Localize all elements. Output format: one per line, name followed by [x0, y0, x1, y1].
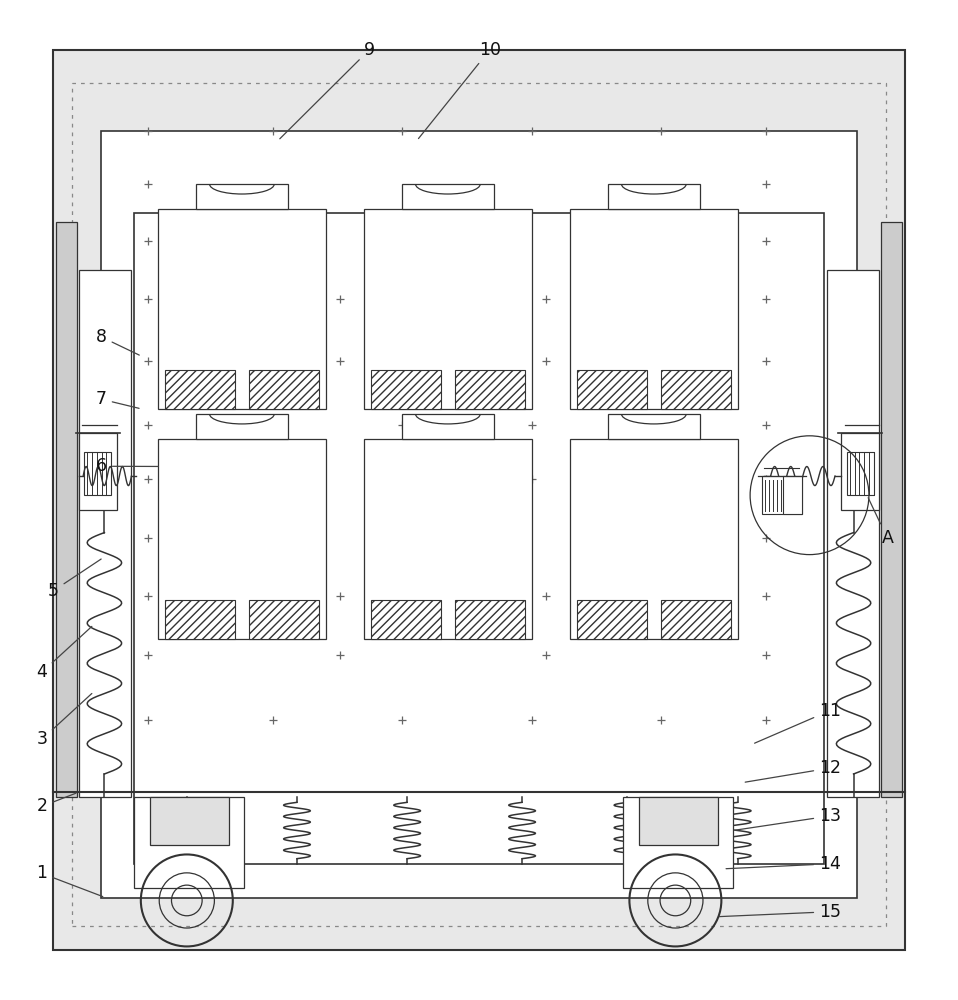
Bar — [762, 476, 802, 514]
Bar — [101, 131, 857, 898]
Text: A: A — [868, 498, 893, 547]
Bar — [827, 270, 879, 797]
Bar — [364, 209, 532, 409]
Bar — [607, 414, 700, 439]
Text: 8: 8 — [96, 328, 139, 355]
Bar — [639, 797, 718, 845]
Bar — [195, 414, 288, 439]
Bar — [401, 184, 494, 209]
Text: 5: 5 — [48, 559, 102, 600]
Bar — [623, 797, 733, 888]
Bar — [134, 213, 824, 864]
Bar — [84, 452, 111, 495]
Bar — [165, 600, 235, 639]
Bar — [847, 452, 874, 495]
Text: 12: 12 — [745, 759, 841, 782]
Bar — [661, 600, 731, 639]
Bar — [134, 797, 244, 888]
Text: 10: 10 — [419, 41, 501, 139]
Text: 7: 7 — [96, 390, 139, 408]
Bar — [570, 439, 738, 639]
Bar — [371, 370, 441, 409]
Bar — [371, 600, 441, 639]
Bar — [79, 270, 131, 797]
Bar — [165, 370, 235, 409]
Bar — [661, 370, 731, 409]
Bar — [53, 50, 905, 950]
Bar — [150, 797, 229, 845]
Text: 6: 6 — [96, 457, 158, 475]
Bar — [841, 433, 879, 510]
Bar — [783, 476, 802, 514]
Bar — [577, 600, 648, 639]
Text: 2: 2 — [36, 793, 76, 815]
Bar — [248, 600, 319, 639]
Bar — [454, 600, 525, 639]
Text: 11: 11 — [755, 702, 841, 743]
Text: 9: 9 — [280, 41, 376, 139]
Bar — [454, 370, 525, 409]
Text: 14: 14 — [726, 855, 841, 873]
Text: 15: 15 — [719, 903, 841, 921]
Bar — [195, 184, 288, 209]
Bar — [607, 184, 700, 209]
Bar — [56, 222, 77, 797]
Text: 3: 3 — [36, 693, 92, 748]
Bar — [881, 222, 902, 797]
Bar — [158, 209, 326, 409]
Bar — [79, 433, 117, 510]
Text: 4: 4 — [36, 626, 92, 681]
Bar — [72, 83, 886, 926]
Bar — [158, 439, 326, 639]
Bar — [577, 370, 648, 409]
Bar — [364, 439, 532, 639]
Text: 1: 1 — [36, 864, 103, 897]
Text: 13: 13 — [736, 807, 841, 830]
Bar — [570, 209, 738, 409]
Bar — [248, 370, 319, 409]
Bar — [401, 414, 494, 439]
